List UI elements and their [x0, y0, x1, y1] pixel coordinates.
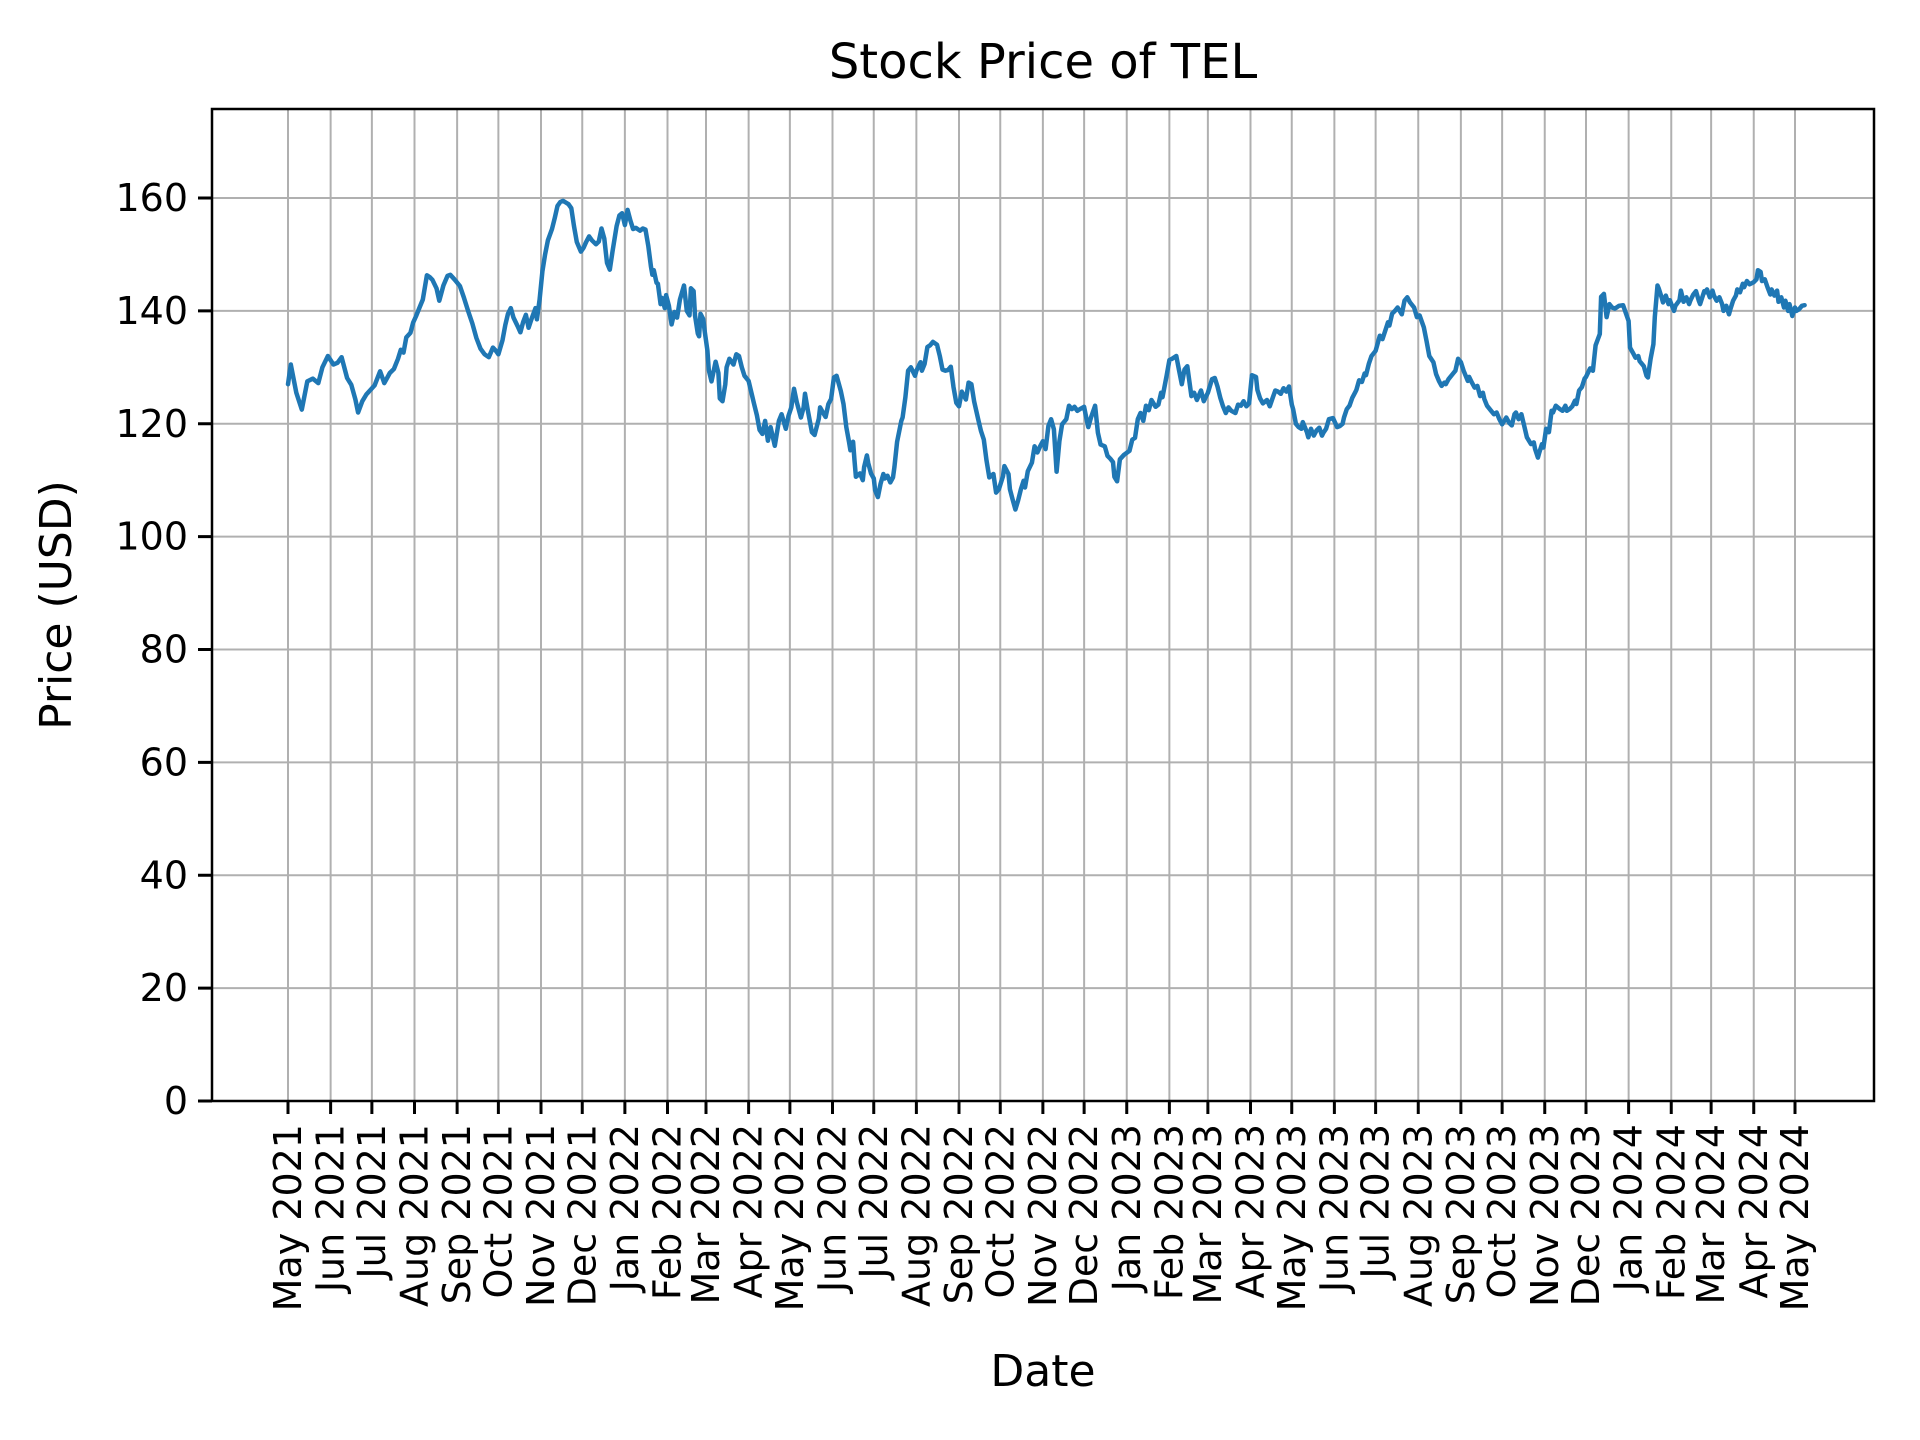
price-line-group [285, 198, 1807, 512]
axis-ticks [198, 196, 1797, 1114]
price-line [285, 198, 1807, 512]
y-axis-label: Price (USD) [31, 480, 82, 730]
x-tick-label: Jul 2021 [350, 1124, 394, 1281]
y-tick-label: 100 [115, 515, 188, 559]
x-tick-label: May 2022 [768, 1124, 812, 1311]
x-tick-label: May 2021 [266, 1124, 310, 1311]
x-axis-label: Date [990, 1346, 1096, 1397]
y-tick-label: 60 [140, 740, 188, 784]
x-tick-label: Apr 2022 [727, 1124, 771, 1299]
x-tick-label: Jun 2022 [811, 1124, 855, 1294]
x-tick-label: Jan 2023 [1105, 1124, 1149, 1293]
x-tick-label: Feb 2023 [1147, 1124, 1191, 1300]
x-tick-label: Aug 2022 [894, 1124, 938, 1307]
x-tick-label: Aug 2023 [1396, 1124, 1440, 1307]
y-tick-label: 20 [140, 966, 188, 1010]
x-tick-label: Mar 2022 [684, 1124, 728, 1304]
y-tick-label: 140 [115, 289, 188, 333]
x-tick-label: Sep 2023 [1439, 1124, 1483, 1304]
x-tick-label: Dec 2023 [1564, 1124, 1608, 1306]
x-tick-label: Jan 2024 [1607, 1124, 1651, 1293]
x-tick-label: Jun 2023 [1312, 1124, 1356, 1294]
x-tick-label: Mar 2023 [1186, 1124, 1230, 1304]
x-tick-label: Feb 2022 [646, 1124, 690, 1300]
x-tick-label: Mar 2024 [1689, 1124, 1733, 1304]
plot-border [210, 107, 1876, 1103]
x-tick-label: Aug 2021 [393, 1124, 437, 1307]
x-tick-label: Nov 2023 [1523, 1124, 1567, 1307]
x-tick-label: Jul 2023 [1354, 1124, 1398, 1281]
x-tick-label: Nov 2022 [1021, 1124, 1065, 1307]
x-tick-label: Oct 2022 [978, 1124, 1022, 1299]
x-tick-label: May 2023 [1270, 1124, 1314, 1311]
x-tick-label: Dec 2021 [560, 1124, 604, 1306]
x-tick-label: Oct 2021 [476, 1124, 520, 1299]
x-tick-label: Apr 2023 [1229, 1124, 1273, 1299]
x-tick-label: Dec 2022 [1062, 1124, 1106, 1306]
y-tick-label: 120 [115, 402, 188, 446]
x-tick-label: Sep 2021 [435, 1124, 479, 1304]
x-tick-label: Nov 2021 [519, 1124, 563, 1307]
y-tick-label: 0 [164, 1079, 188, 1123]
y-tick-label: 160 [115, 176, 188, 220]
x-tick-label: Apr 2024 [1732, 1124, 1776, 1299]
plot-border-group [210, 107, 1876, 1103]
y-tick-label: 40 [140, 853, 188, 897]
grid [212, 109, 1874, 1101]
x-tick-label: May 2024 [1773, 1124, 1817, 1311]
x-tick-label: Jan 2022 [603, 1124, 647, 1293]
x-tick-label: Oct 2023 [1480, 1124, 1524, 1299]
x-tick-label: Jun 2021 [309, 1124, 353, 1294]
x-tick-label: Sep 2022 [937, 1124, 981, 1304]
chart-title: Stock Price of TEL [828, 34, 1258, 90]
y-tick-label: 80 [140, 628, 188, 672]
x-tick-label: Feb 2024 [1649, 1124, 1693, 1300]
x-tick-label: Jul 2022 [852, 1124, 896, 1281]
